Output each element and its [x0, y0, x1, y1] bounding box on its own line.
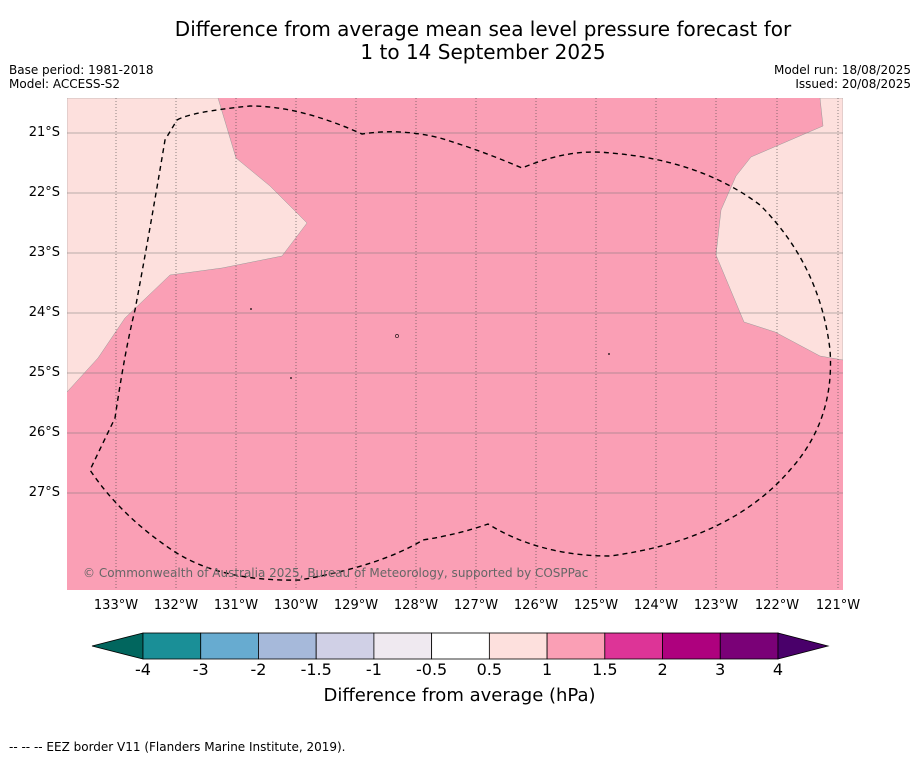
colorbar-tick-label: -0.5 [416, 660, 448, 679]
island-marker [608, 353, 610, 355]
issued-date: Issued: 20/08/2025 [795, 77, 911, 91]
meta-left: Base period: 1981-2018 Model: ACCESS-S2 [9, 63, 154, 91]
latitude-label: 21°S [28, 125, 60, 140]
latitude-label: 27°S [28, 485, 60, 500]
colorbar-swatch [662, 632, 721, 660]
longitude-label: 133°W [93, 598, 139, 613]
anomaly-0.5-to-1-region-west [67, 98, 308, 393]
longitude-label: 125°W [573, 598, 619, 613]
colorbar-swatches [142, 632, 779, 660]
island-marker [250, 308, 252, 310]
title-line-2: 1 to 14 September 2025 [360, 40, 606, 64]
colorbar-swatch [431, 632, 490, 660]
latitude-label: 23°S [28, 245, 60, 260]
colorbar-tick-label: -2 [250, 660, 267, 679]
longitude-label: 128°W [393, 598, 439, 613]
chart-title: Difference from average mean sea level p… [60, 18, 906, 64]
colorbar-label: Difference from average (hPa) [323, 685, 596, 706]
colorbar-tick-label: 2 [657, 660, 668, 679]
longitude-label: 129°W [333, 598, 379, 613]
longitude-label: 130°W [273, 598, 319, 613]
colorbar-tick-label: -1.5 [300, 660, 332, 679]
colorbar-tick-label: -4 [135, 660, 151, 679]
gridlines [67, 98, 843, 590]
colorbar-tick-label: 3 [715, 660, 726, 679]
colorbar [91, 632, 830, 660]
longitude-label: 124°W [633, 598, 679, 613]
colorbar-swatch [142, 632, 202, 660]
latitude-label: 24°S [28, 305, 60, 320]
colorbar-swatch [719, 632, 779, 660]
colorbar-swatch [604, 632, 663, 660]
colorbar-swatch [546, 632, 606, 660]
colorbar-tick-label: 0.5 [476, 660, 503, 679]
colorbar-swatch [488, 632, 548, 660]
longitude-label: 123°W [693, 598, 739, 613]
meta-right: Model run: 18/08/2025 Issued: 20/08/2025 [774, 63, 911, 91]
colorbar-over-arrow [777, 632, 830, 660]
latitude-label: 25°S [28, 365, 60, 380]
latitude-label: 26°S [28, 425, 60, 440]
colorbar-swatch [373, 632, 433, 660]
longitude-label: 131°W [213, 598, 259, 613]
colorbar-tick-label: -3 [192, 660, 209, 679]
longitude-label: 121°W [815, 598, 861, 613]
title-line-1: Difference from average mean sea level p… [174, 17, 792, 41]
model-name: Model: ACCESS-S2 [9, 77, 121, 91]
colorbar-tick-label: 1 [541, 660, 553, 679]
base-period: Base period: 1981-2018 [9, 63, 154, 77]
latitude-label: 22°S [28, 185, 60, 200]
colorbar-tick-label: -1 [365, 660, 382, 679]
longitude-label: 122°W [754, 598, 800, 613]
colorbar-under-arrow [91, 632, 144, 660]
copyright-notice: © Commonwealth of Australia 2025, Bureau… [83, 566, 588, 580]
longitude-label: 132°W [153, 598, 199, 613]
anomaly-0.5-to-1-region-east [715, 98, 843, 361]
eez-border [89, 105, 832, 581]
colorbar-tick-label: 1.5 [592, 660, 618, 679]
longitude-label: 126°W [513, 598, 559, 613]
colorbar-swatch [258, 632, 317, 660]
island-marker [395, 334, 399, 338]
model-run: Model run: 18/08/2025 [773, 63, 911, 77]
map-area [67, 98, 843, 590]
longitude-label: 127°W [453, 598, 499, 613]
colorbar-tick-label: 4 [772, 660, 784, 679]
colorbar-swatch [315, 632, 375, 660]
island-marker [290, 377, 292, 379]
colorbar-swatch [200, 632, 259, 660]
eez-legend-note: -- -- -- EEZ border V11 (Flanders Marine… [9, 740, 346, 754]
